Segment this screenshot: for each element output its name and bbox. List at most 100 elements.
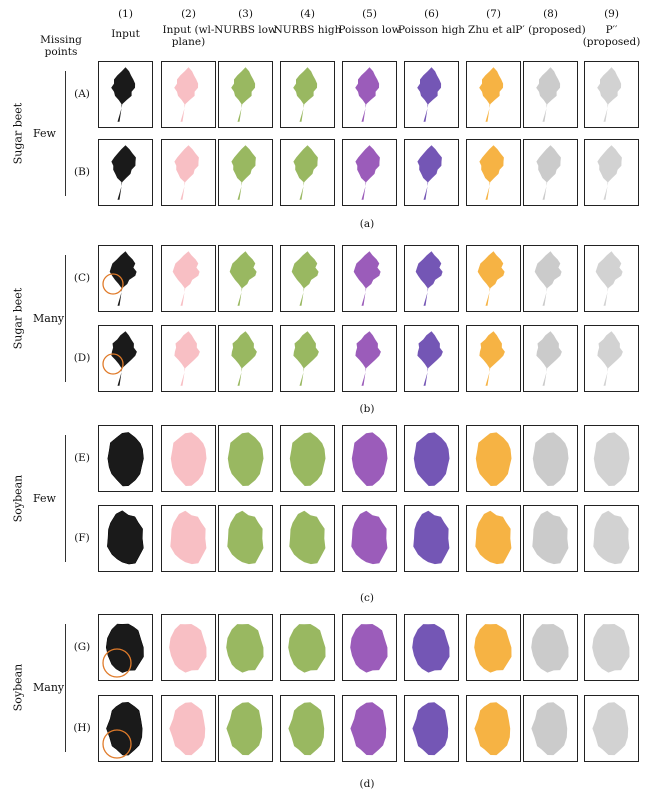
result-panel [466, 614, 521, 681]
leaf-reconstruction [111, 67, 136, 122]
leaf-shape [595, 251, 623, 306]
column-header-7: (7) Zhu et al. [458, 8, 529, 36]
column-label: P′′ (proposed) [582, 24, 641, 48]
result-panel [342, 695, 397, 762]
leaf-reconstruction [413, 432, 450, 486]
species-label: Sugar beet [11, 102, 25, 164]
result-panel [523, 325, 578, 392]
leaf-shape [231, 331, 257, 386]
leaf-reconstruction [231, 67, 256, 122]
leaf-shape [174, 145, 199, 200]
leaf-shape [412, 702, 449, 756]
result-panel [280, 61, 335, 128]
leaf-reconstruction [417, 331, 443, 386]
leaf-reconstruction [355, 67, 380, 122]
leaf-reconstruction [353, 251, 381, 306]
leaf-shape [351, 510, 388, 565]
leaf-reconstruction [289, 432, 326, 486]
result-panel [161, 614, 216, 681]
result-panel [466, 139, 521, 206]
leaf-reconstruction [413, 510, 450, 565]
row-label: (H) [73, 721, 91, 734]
leaf-shape [593, 510, 630, 565]
result-panel [404, 695, 459, 762]
leaf-reconstruction [293, 145, 318, 200]
leaf-reconstruction [351, 432, 388, 486]
leaf-reconstruction [592, 624, 630, 673]
leaf-reconstruction [479, 331, 505, 386]
leaf-shape [593, 432, 630, 486]
missing-region-marker [102, 353, 124, 375]
leaf-shape [172, 251, 200, 306]
missing-points-label: Many [33, 681, 65, 694]
leaf-shape [111, 145, 136, 200]
leaf-shape [531, 702, 568, 756]
leaf-reconstruction [169, 624, 207, 673]
group-bracket [65, 624, 66, 752]
result-panel [342, 614, 397, 681]
row-label: (E) [74, 451, 90, 464]
result-panel [280, 505, 335, 572]
result-panel [466, 325, 521, 392]
column-header-2: (2) Input (wl-plane) [153, 8, 224, 48]
result-panel [584, 695, 639, 762]
result-panel [523, 614, 578, 681]
leaf-reconstruction [169, 702, 206, 756]
leaf-shape [107, 510, 144, 565]
column-header-1: (1) Input [90, 8, 161, 40]
leaf-reconstruction [412, 624, 450, 673]
leaf-reconstruction [170, 432, 207, 486]
column-header-8: (8) P′ (proposed) [515, 8, 586, 36]
result-panel [584, 614, 639, 681]
leaf-shape [592, 624, 630, 673]
leaf-reconstruction [593, 510, 630, 565]
leaf-shape [109, 251, 137, 306]
leaf-shape [597, 67, 622, 122]
missing-region-marker [102, 273, 124, 295]
result-panel [98, 325, 153, 392]
leaf-shape [170, 510, 207, 565]
result-panel [98, 614, 153, 681]
missing-points-label: Many [33, 311, 65, 325]
leaf-reconstruction [597, 331, 623, 386]
leaf-reconstruction [479, 145, 504, 200]
leaf-reconstruction [597, 67, 622, 122]
column-number: (8) [543, 8, 558, 20]
column-label: Zhu et al. [468, 24, 519, 36]
result-panel [584, 325, 639, 392]
leaf-reconstruction [174, 145, 199, 200]
result-panel [161, 425, 216, 492]
result-panel [280, 139, 335, 206]
result-panel [404, 325, 459, 392]
leaf-shape [479, 145, 504, 200]
leaf-reconstruction [226, 624, 264, 673]
group-bracket [65, 255, 66, 382]
row-label: (C) [73, 271, 91, 284]
result-panel [523, 425, 578, 492]
leaf-shape [288, 702, 325, 756]
leaf-reconstruction [102, 623, 144, 678]
leaf-reconstruction [227, 510, 264, 565]
leaf-shape [415, 251, 443, 306]
leaf-reconstruction [227, 432, 264, 486]
result-panel [218, 61, 273, 128]
leaf-shape [227, 432, 264, 486]
leaf-shape [106, 702, 143, 756]
leaf-shape [169, 624, 207, 673]
result-panel [342, 325, 397, 392]
leaf-shape [597, 331, 623, 386]
leaf-reconstruction [350, 624, 388, 673]
column-number: (5) [362, 8, 377, 20]
leaf-reconstruction [172, 251, 200, 306]
column-label: Input [111, 28, 140, 40]
result-panel [161, 61, 216, 128]
leaf-reconstruction [102, 331, 137, 386]
column-label: NURBS low [214, 24, 277, 36]
column-number: (6) [424, 8, 439, 20]
result-panel [280, 325, 335, 392]
result-panel [523, 245, 578, 312]
leaf-shape [353, 251, 381, 306]
column-label: NURBS high [273, 24, 342, 36]
row-label: (B) [74, 165, 90, 178]
result-panel [584, 245, 639, 312]
